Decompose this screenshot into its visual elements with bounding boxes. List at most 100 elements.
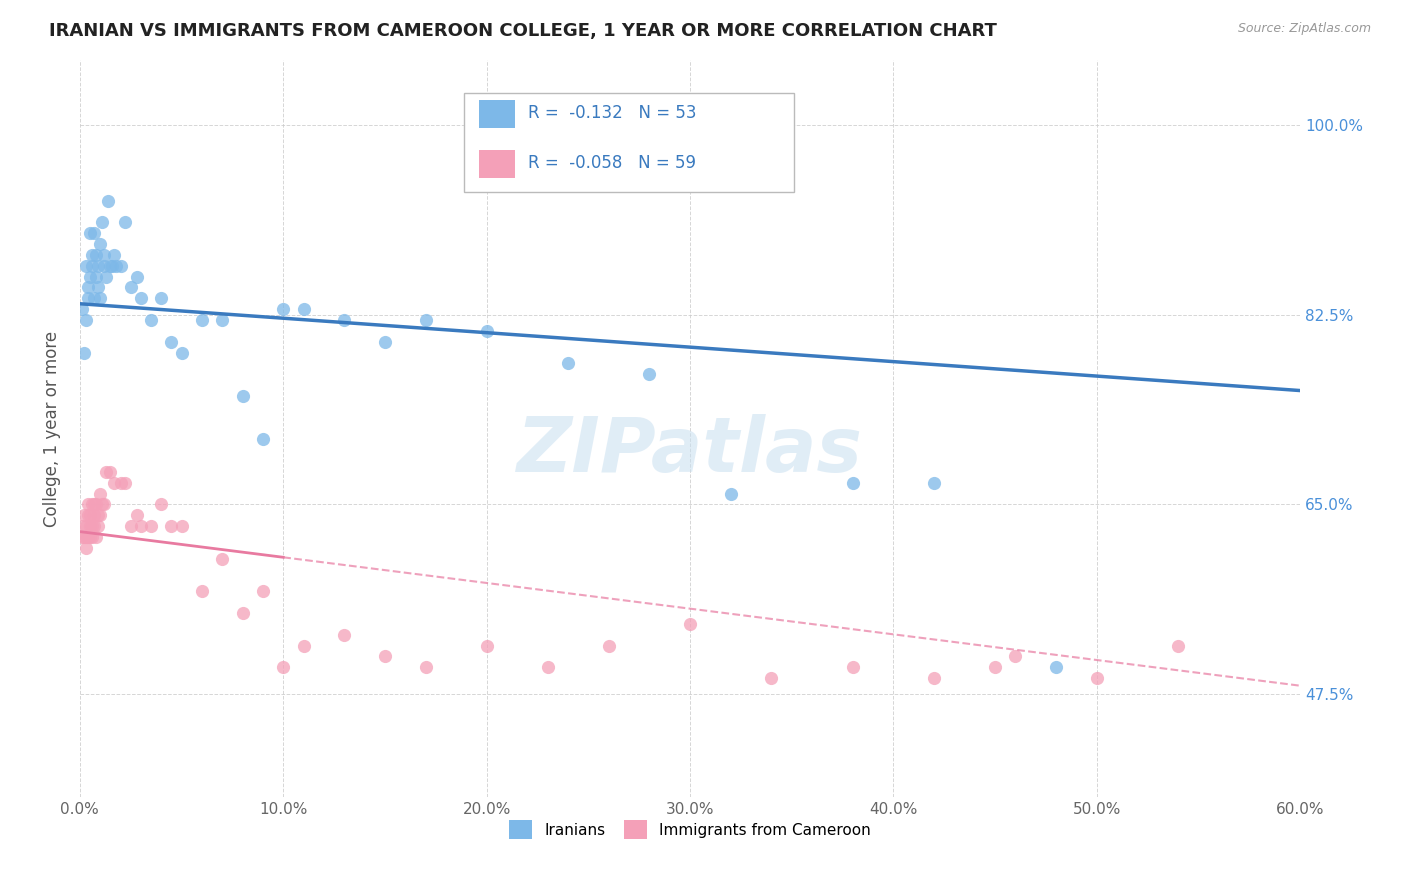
Y-axis label: College, 1 year or more: College, 1 year or more <box>44 330 60 526</box>
Point <box>114 215 136 229</box>
Point <box>77 291 100 305</box>
Legend: Iranians, Immigrants from Cameroon: Iranians, Immigrants from Cameroon <box>503 814 877 845</box>
Point <box>536 660 558 674</box>
Point <box>120 519 142 533</box>
Point <box>292 639 315 653</box>
Point <box>922 671 945 685</box>
Point <box>80 530 103 544</box>
Point <box>84 269 107 284</box>
Point <box>91 215 114 229</box>
Point <box>125 269 148 284</box>
Bar <box>479 100 516 128</box>
Point <box>191 313 214 327</box>
Point <box>598 639 620 653</box>
Point <box>475 324 498 338</box>
Point <box>70 530 93 544</box>
Text: IRANIAN VS IMMIGRANTS FROM CAMEROON COLLEGE, 1 YEAR OR MORE CORRELATION CHART: IRANIAN VS IMMIGRANTS FROM CAMEROON COLL… <box>49 22 997 40</box>
Point <box>89 291 111 305</box>
Point <box>170 519 193 533</box>
Point <box>252 584 274 599</box>
Point <box>83 291 105 305</box>
Point <box>70 302 93 317</box>
Point <box>1004 649 1026 664</box>
Point <box>841 660 863 674</box>
Point <box>80 519 103 533</box>
Point <box>1045 660 1067 674</box>
Point <box>87 519 110 533</box>
Point <box>105 259 128 273</box>
Point <box>73 508 96 523</box>
Point <box>100 465 122 479</box>
Point <box>70 519 93 533</box>
Point <box>557 356 579 370</box>
Point <box>129 291 152 305</box>
Point <box>83 508 105 523</box>
Point <box>984 660 1007 674</box>
Point <box>79 226 101 240</box>
Point <box>89 486 111 500</box>
Point <box>83 519 105 533</box>
Point <box>415 313 437 327</box>
Point <box>75 541 97 555</box>
Point <box>83 226 105 240</box>
Point <box>150 498 173 512</box>
Point <box>77 508 100 523</box>
Point <box>100 259 122 273</box>
Point <box>83 498 105 512</box>
Point <box>75 313 97 327</box>
Bar <box>479 150 516 178</box>
Point <box>720 486 742 500</box>
Point <box>97 194 120 208</box>
Point <box>80 498 103 512</box>
Point <box>79 508 101 523</box>
Point <box>79 519 101 533</box>
Point <box>73 530 96 544</box>
Point <box>96 465 118 479</box>
Point <box>271 302 294 317</box>
Point <box>211 313 233 327</box>
Text: ZIPatlas: ZIPatlas <box>517 414 863 488</box>
Point <box>79 530 101 544</box>
Point <box>1167 639 1189 653</box>
Point <box>87 259 110 273</box>
Point <box>160 334 183 349</box>
Point <box>374 334 396 349</box>
Point <box>101 259 124 273</box>
Point <box>1085 671 1108 685</box>
Point <box>139 313 162 327</box>
Point <box>80 248 103 262</box>
Point <box>150 291 173 305</box>
Text: R =  -0.132   N = 53: R = -0.132 N = 53 <box>527 104 696 122</box>
Text: R =  -0.058   N = 59: R = -0.058 N = 59 <box>527 154 696 172</box>
Point <box>103 248 125 262</box>
Point <box>333 628 356 642</box>
Point <box>415 660 437 674</box>
Point <box>89 508 111 523</box>
Point <box>125 508 148 523</box>
Point <box>75 530 97 544</box>
Point <box>761 671 783 685</box>
Point <box>191 584 214 599</box>
Point <box>170 345 193 359</box>
Point <box>89 237 111 252</box>
Point <box>77 280 100 294</box>
Point <box>922 475 945 490</box>
Point <box>93 498 115 512</box>
Point <box>139 519 162 533</box>
Point <box>84 498 107 512</box>
Text: Source: ZipAtlas.com: Source: ZipAtlas.com <box>1237 22 1371 36</box>
Point <box>87 280 110 294</box>
Point <box>75 259 97 273</box>
Point <box>160 519 183 533</box>
Point <box>93 259 115 273</box>
Point <box>232 606 254 620</box>
Point <box>232 389 254 403</box>
Point <box>841 475 863 490</box>
Point <box>96 269 118 284</box>
Point <box>374 649 396 664</box>
Point <box>84 530 107 544</box>
Point <box>110 259 132 273</box>
Point <box>638 368 661 382</box>
FancyBboxPatch shape <box>464 93 793 193</box>
Point <box>79 269 101 284</box>
